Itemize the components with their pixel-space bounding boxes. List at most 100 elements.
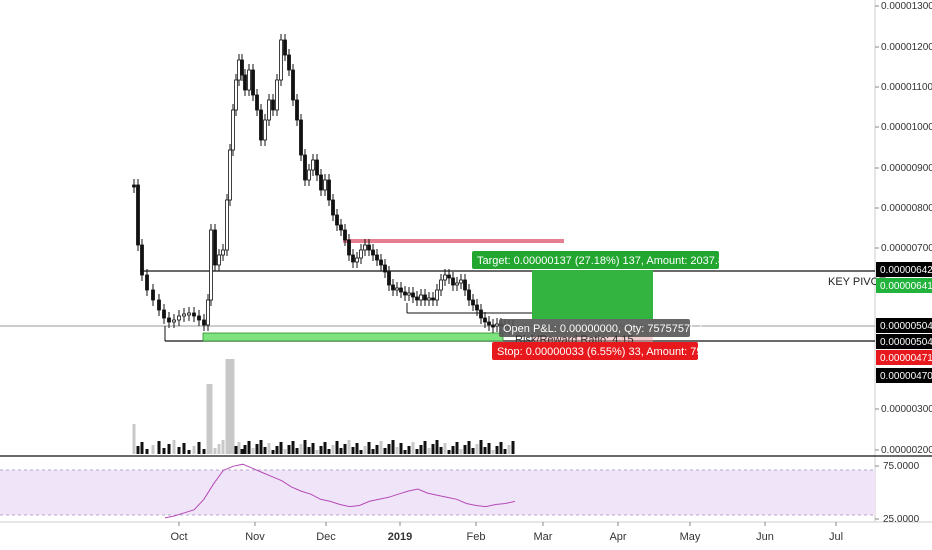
candle-body [431, 297, 435, 301]
candle-body [283, 39, 287, 56]
candle-body [451, 277, 455, 286]
volume-bar [335, 441, 339, 454]
candle-body [479, 309, 483, 319]
rsi-tick-label: 75.0000 [883, 461, 920, 472]
date-tick-label: Jun [756, 531, 774, 543]
volume-bar [435, 440, 439, 454]
volume-bar [343, 444, 347, 454]
candle-body [379, 259, 383, 266]
volume-bar [511, 441, 515, 454]
price-badge-label: 0.00000504 [880, 321, 932, 332]
volume-bar [259, 440, 263, 454]
key-pivot-label: KEY PIVOT [828, 276, 886, 288]
price-badge [876, 368, 932, 383]
volume-bar [403, 450, 407, 454]
support-zone [202, 332, 504, 342]
open-pl-label-bg [499, 319, 690, 337]
volume-bar [431, 444, 435, 454]
candle-body [467, 289, 471, 301]
volume-bar [379, 441, 383, 454]
volume-bar [182, 443, 186, 454]
price-pane: Target: 0.00000137 (27.18%) 137, Amount:… [0, 34, 886, 454]
candle-body [427, 297, 431, 301]
date-tick-label: Oct [170, 531, 187, 543]
candle-body [323, 179, 327, 191]
candle-body [251, 69, 255, 96]
volume-bar [427, 448, 431, 454]
candle-body [267, 99, 271, 121]
volume-bar [247, 441, 251, 454]
volume-bar [319, 446, 323, 454]
candle-body [295, 99, 299, 121]
volume-bar [331, 445, 335, 454]
volume-bar [487, 443, 491, 454]
price-tick-label: 0.00001200 [881, 42, 932, 53]
candle-body [435, 289, 439, 301]
date-tick-label: Nov [245, 531, 265, 543]
volume-bar [231, 359, 235, 454]
volume-bar [263, 447, 267, 454]
volume-bar [371, 449, 375, 454]
volume-bar [323, 442, 327, 454]
volume-bar [162, 448, 166, 454]
candle-body [359, 249, 363, 259]
candle-body [391, 284, 395, 291]
candle-body [263, 119, 267, 141]
volume-bar [463, 445, 467, 454]
candle-body [439, 279, 443, 291]
candle-body [279, 39, 283, 81]
candle-body [240, 59, 244, 76]
candle-body [315, 159, 319, 176]
volume-bar [355, 443, 359, 454]
candle-body [202, 319, 206, 326]
candle-body [228, 149, 232, 201]
candle-body [495, 323, 499, 327]
date-tick-label: Dec [316, 531, 336, 543]
candle-body [331, 199, 335, 216]
volume-bar [327, 449, 331, 454]
volume-bar [311, 443, 315, 454]
target-zone [532, 270, 653, 319]
open-pl-label: Open P&L: 0.00000000, Qty: 757575757 [503, 323, 702, 335]
candle-body [303, 154, 307, 181]
candle-body [299, 119, 303, 156]
candle-body [443, 274, 447, 281]
price-tick-label: 0.00001100 [881, 82, 932, 93]
volume-bar [399, 443, 403, 454]
volume-bar [213, 448, 217, 454]
candle-body [455, 282, 459, 286]
volume-bar [172, 440, 176, 454]
volume-bar [503, 449, 507, 454]
volume-bar [455, 442, 459, 454]
candle-body [487, 321, 491, 326]
price-badge [876, 350, 932, 365]
candle-body [343, 229, 347, 241]
candle-body [192, 312, 196, 317]
volume-bar [459, 449, 463, 454]
candle-body [172, 319, 176, 323]
candle-body [347, 239, 351, 256]
volume-bar [209, 384, 213, 454]
candle-body [335, 214, 339, 226]
stop-label-bg [492, 342, 698, 360]
candle-body [471, 299, 475, 306]
date-tick-label: Apr [609, 531, 626, 543]
volume-bar [495, 446, 499, 454]
candle-body [355, 257, 359, 263]
volume-bar [275, 446, 279, 454]
candle-body [387, 271, 391, 286]
candle-body [162, 309, 166, 319]
volume-bars [132, 359, 515, 454]
volume-bar [197, 442, 201, 454]
candle-body [177, 315, 181, 321]
candle-body [407, 292, 411, 296]
volume-bar [132, 424, 136, 454]
price-badge [876, 278, 932, 293]
candle-body [259, 109, 263, 141]
volume-bar [443, 443, 447, 454]
candle-body [209, 229, 213, 301]
rsi-line [164, 463, 516, 519]
volume-bar [295, 448, 299, 454]
candle-body [383, 264, 387, 273]
